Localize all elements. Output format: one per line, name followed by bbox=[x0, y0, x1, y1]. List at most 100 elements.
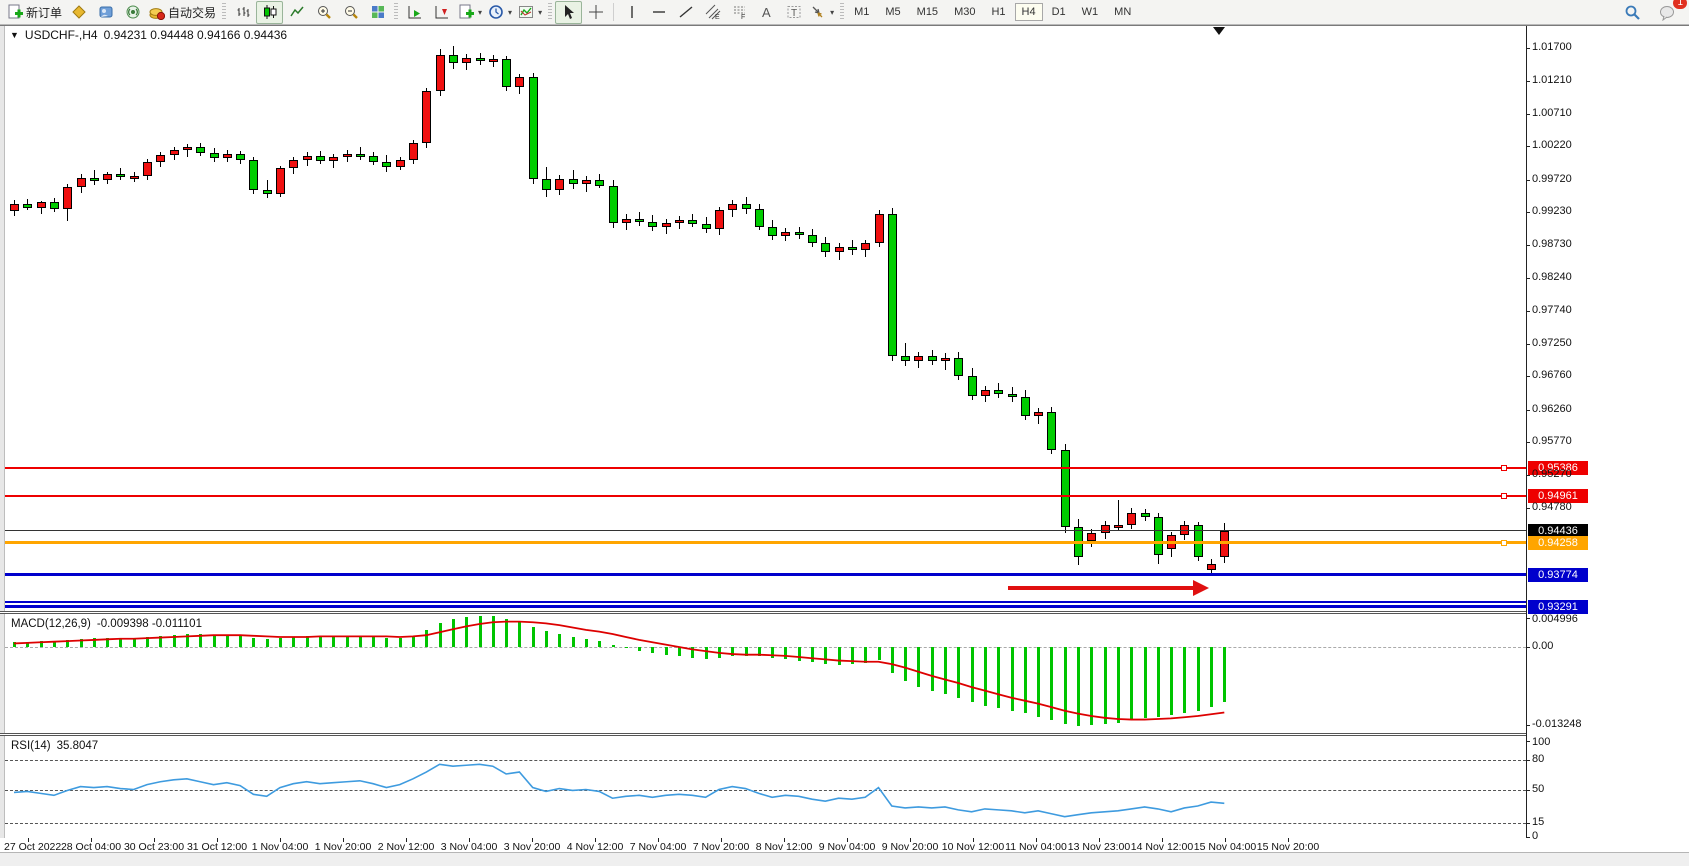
price-axis-tick bbox=[1526, 48, 1530, 49]
time-axis-label: 1 Nov 04:00 bbox=[251, 841, 309, 853]
auto-scroll-button[interactable] bbox=[401, 1, 428, 24]
signals-button[interactable] bbox=[119, 1, 146, 24]
horizontal-line-object[interactable] bbox=[5, 573, 1526, 577]
line-end-handle[interactable] bbox=[1501, 539, 1507, 546]
candle-body bbox=[914, 356, 924, 362]
search-button[interactable] bbox=[1619, 1, 1646, 24]
candlestick-mode-button[interactable] bbox=[256, 0, 284, 24]
macd-histogram-bar bbox=[930, 647, 934, 692]
bid-price-line[interactable] bbox=[5, 530, 1526, 532]
notifications-button[interactable]: 1 bbox=[1654, 0, 1687, 24]
chart-window-border bbox=[0, 25, 1689, 26]
vertical-line-tool-button[interactable] bbox=[618, 1, 645, 24]
zoom-out-button[interactable] bbox=[337, 1, 364, 24]
line-end-handle[interactable] bbox=[1501, 492, 1507, 499]
new-chart-icon bbox=[459, 4, 475, 19]
bar-chart-mode-button[interactable] bbox=[229, 1, 256, 24]
macd-histogram-bar bbox=[571, 636, 575, 647]
rsi-pane[interactable]: RSI(14) 35.8047 bbox=[5, 736, 1526, 838]
collapse-triangle-icon[interactable]: ▼ bbox=[10, 30, 19, 40]
time-axis-label: 28 Oct 04:00 bbox=[60, 841, 122, 853]
indicators-icon bbox=[519, 6, 534, 18]
timeframe-MN[interactable]: MN bbox=[1114, 6, 1132, 18]
line-chart-mode-button[interactable] bbox=[283, 1, 310, 24]
cursor-tool-button[interactable] bbox=[555, 0, 583, 24]
zoom-in-button[interactable] bbox=[310, 1, 337, 24]
svg-text:F: F bbox=[741, 14, 745, 20]
time-axis-label: 30 Oct 23:00 bbox=[123, 841, 185, 853]
time-axis-label: 11 Nov 04:00 bbox=[1005, 841, 1067, 853]
red-arrow-object[interactable] bbox=[1007, 585, 1193, 590]
candle-body bbox=[236, 153, 246, 161]
metaeditor-button[interactable] bbox=[92, 1, 119, 24]
pane-splitter-rsi[interactable] bbox=[0, 733, 1689, 736]
autotrading-icon bbox=[149, 8, 166, 20]
timeframe-D1[interactable]: D1 bbox=[1051, 6, 1066, 18]
macd-pane[interactable]: MACD(12,26,9) -0.009398 -0.011101 bbox=[5, 614, 1526, 733]
macd-scale-label: 0.004996 bbox=[1532, 613, 1578, 625]
price-chart-pane[interactable] bbox=[5, 26, 1526, 611]
new-chart-button[interactable]: ▾ bbox=[455, 1, 485, 24]
line-end-handle[interactable] bbox=[1501, 464, 1507, 471]
macd-histogram-bar bbox=[358, 635, 362, 647]
periods-button[interactable]: ▾ bbox=[485, 1, 515, 24]
horizontal-line-object[interactable] bbox=[5, 466, 1526, 469]
cursor-icon bbox=[564, 5, 574, 19]
zoom-in-icon bbox=[317, 6, 331, 19]
text-label-tool-button[interactable]: T bbox=[780, 1, 807, 24]
horizontal-line-object[interactable] bbox=[5, 605, 1526, 609]
fibonacci-tool-button[interactable]: F bbox=[726, 1, 753, 24]
time-axis-tick bbox=[217, 838, 218, 842]
macd-histogram-bar bbox=[558, 634, 562, 647]
timeframe-H4[interactable]: H4 bbox=[1014, 3, 1043, 21]
channel-tool-button[interactable]: E bbox=[699, 1, 726, 24]
price-axis-tick bbox=[1526, 80, 1530, 82]
chart-shift-marker[interactable] bbox=[1213, 27, 1225, 35]
macd-histogram-bar bbox=[385, 637, 389, 647]
timeframe-M15[interactable]: M15 bbox=[916, 6, 939, 18]
arrows-tool-button[interactable]: ▾ bbox=[807, 1, 837, 24]
price-axis-label: 0.98240 bbox=[1532, 271, 1572, 283]
horizontal-line-tool-button[interactable] bbox=[645, 1, 672, 24]
chart-window-left-frame bbox=[0, 26, 5, 852]
market-watch-button[interactable] bbox=[65, 1, 92, 24]
text-tool-button[interactable]: A bbox=[753, 1, 780, 24]
vertical-line-icon bbox=[630, 6, 633, 18]
time-axis-tick bbox=[406, 838, 407, 842]
tile-windows-button[interactable] bbox=[364, 1, 391, 24]
macd-histogram-bar bbox=[292, 636, 296, 647]
rsi-scale-label: 0 bbox=[1532, 830, 1539, 842]
chart-shift-button[interactable] bbox=[428, 1, 455, 24]
new-order-button[interactable]: 新订单 bbox=[4, 1, 65, 24]
rsi-scale-label: 15 bbox=[1532, 816, 1545, 829]
rsi-scale-tick bbox=[1526, 789, 1530, 791]
horizontal-line-object[interactable] bbox=[5, 601, 1526, 604]
candle-body bbox=[156, 155, 166, 162]
trendline-tool-button[interactable] bbox=[672, 1, 699, 24]
macd-histogram-bar bbox=[185, 634, 189, 647]
price-axis[interactable] bbox=[1527, 26, 1689, 838]
macd-histogram-bar bbox=[119, 637, 123, 647]
pane-splitter-macd[interactable] bbox=[0, 611, 1689, 614]
rsi-scale-tick bbox=[1526, 741, 1530, 742]
macd-histogram-bar bbox=[491, 616, 495, 647]
timeframe-W1[interactable]: W1 bbox=[1081, 6, 1099, 18]
notification-badge: 1 bbox=[1673, 0, 1687, 9]
timeframe-H1[interactable]: H1 bbox=[991, 6, 1006, 18]
horizontal-line-object[interactable] bbox=[5, 494, 1526, 497]
price-axis-label: 0.96260 bbox=[1532, 402, 1572, 415]
timeframe-M30[interactable]: M30 bbox=[954, 6, 976, 18]
autotrading-button[interactable]: 自动交易 bbox=[146, 1, 219, 24]
time-axis[interactable] bbox=[0, 838, 1689, 852]
candle-body bbox=[382, 161, 392, 167]
timeframe-M1[interactable]: M1 bbox=[854, 6, 870, 18]
horizontal-line-object[interactable] bbox=[5, 541, 1526, 545]
time-axis-label: 14 Nov 12:00 bbox=[1130, 841, 1194, 853]
macd-histogram-bar bbox=[239, 635, 243, 647]
candle-wick bbox=[905, 343, 907, 367]
macd-histogram-bar bbox=[1223, 647, 1227, 703]
macd-histogram-bar bbox=[172, 634, 176, 647]
timeframe-M5[interactable]: M5 bbox=[885, 6, 901, 18]
crosshair-tool-button[interactable] bbox=[582, 1, 609, 24]
indicators-button[interactable]: ▾ bbox=[515, 1, 545, 24]
